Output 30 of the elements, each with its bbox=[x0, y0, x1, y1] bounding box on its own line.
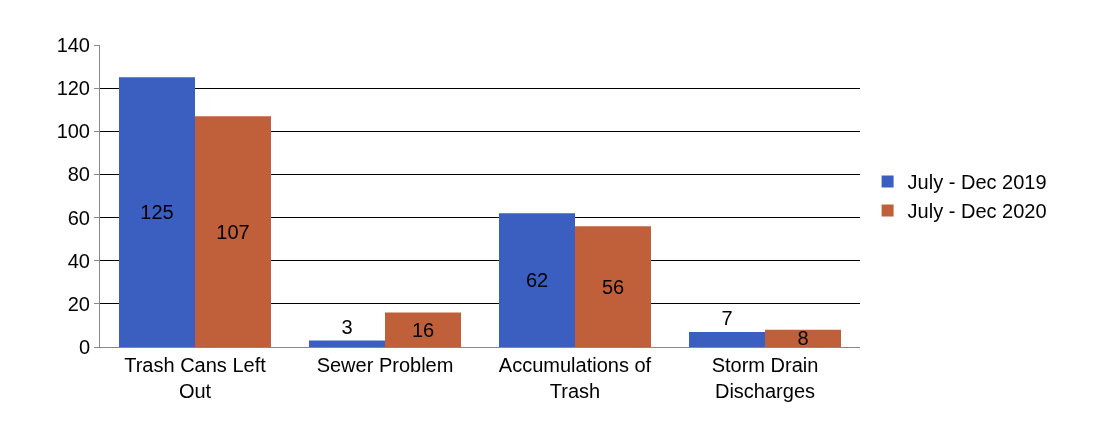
data-label: 16 bbox=[411, 318, 435, 341]
bar bbox=[689, 331, 765, 347]
bar bbox=[195, 116, 271, 347]
x-tick-label: Sewer Problem bbox=[316, 354, 454, 376]
legend-label: July - Dec 2020 bbox=[907, 200, 1047, 223]
bar bbox=[765, 329, 841, 347]
x-tick-label: Storm Drain Discharges bbox=[711, 354, 819, 402]
bar bbox=[499, 213, 575, 347]
y-tick-label: 100 bbox=[56, 120, 90, 143]
y-tick-label: 140 bbox=[56, 34, 90, 56]
x-tick-label: Accumulations of Trash bbox=[498, 354, 652, 402]
y-tick-label: 40 bbox=[67, 249, 90, 272]
data-label: 56 bbox=[601, 275, 625, 298]
x-tick-label: Trash Cans Left Out bbox=[124, 354, 267, 402]
data-label: 62 bbox=[525, 269, 549, 292]
bar bbox=[119, 77, 195, 347]
y-tick-label: 120 bbox=[56, 77, 90, 100]
y-tick-label: 60 bbox=[67, 206, 90, 229]
bar bbox=[575, 226, 651, 347]
y-tick-label: 80 bbox=[67, 163, 90, 186]
data-label: 8 bbox=[797, 327, 809, 350]
bar bbox=[309, 340, 385, 347]
data-label: 125 bbox=[140, 201, 174, 224]
bar bbox=[385, 312, 461, 347]
y-tick-label: 20 bbox=[67, 292, 90, 315]
y-tick-label: 0 bbox=[78, 336, 90, 358]
data-label: 107 bbox=[216, 220, 250, 243]
legend-label: July - Dec 2019 bbox=[907, 171, 1047, 194]
data-label: 7 bbox=[721, 306, 733, 329]
data-label: 3 bbox=[341, 315, 353, 338]
